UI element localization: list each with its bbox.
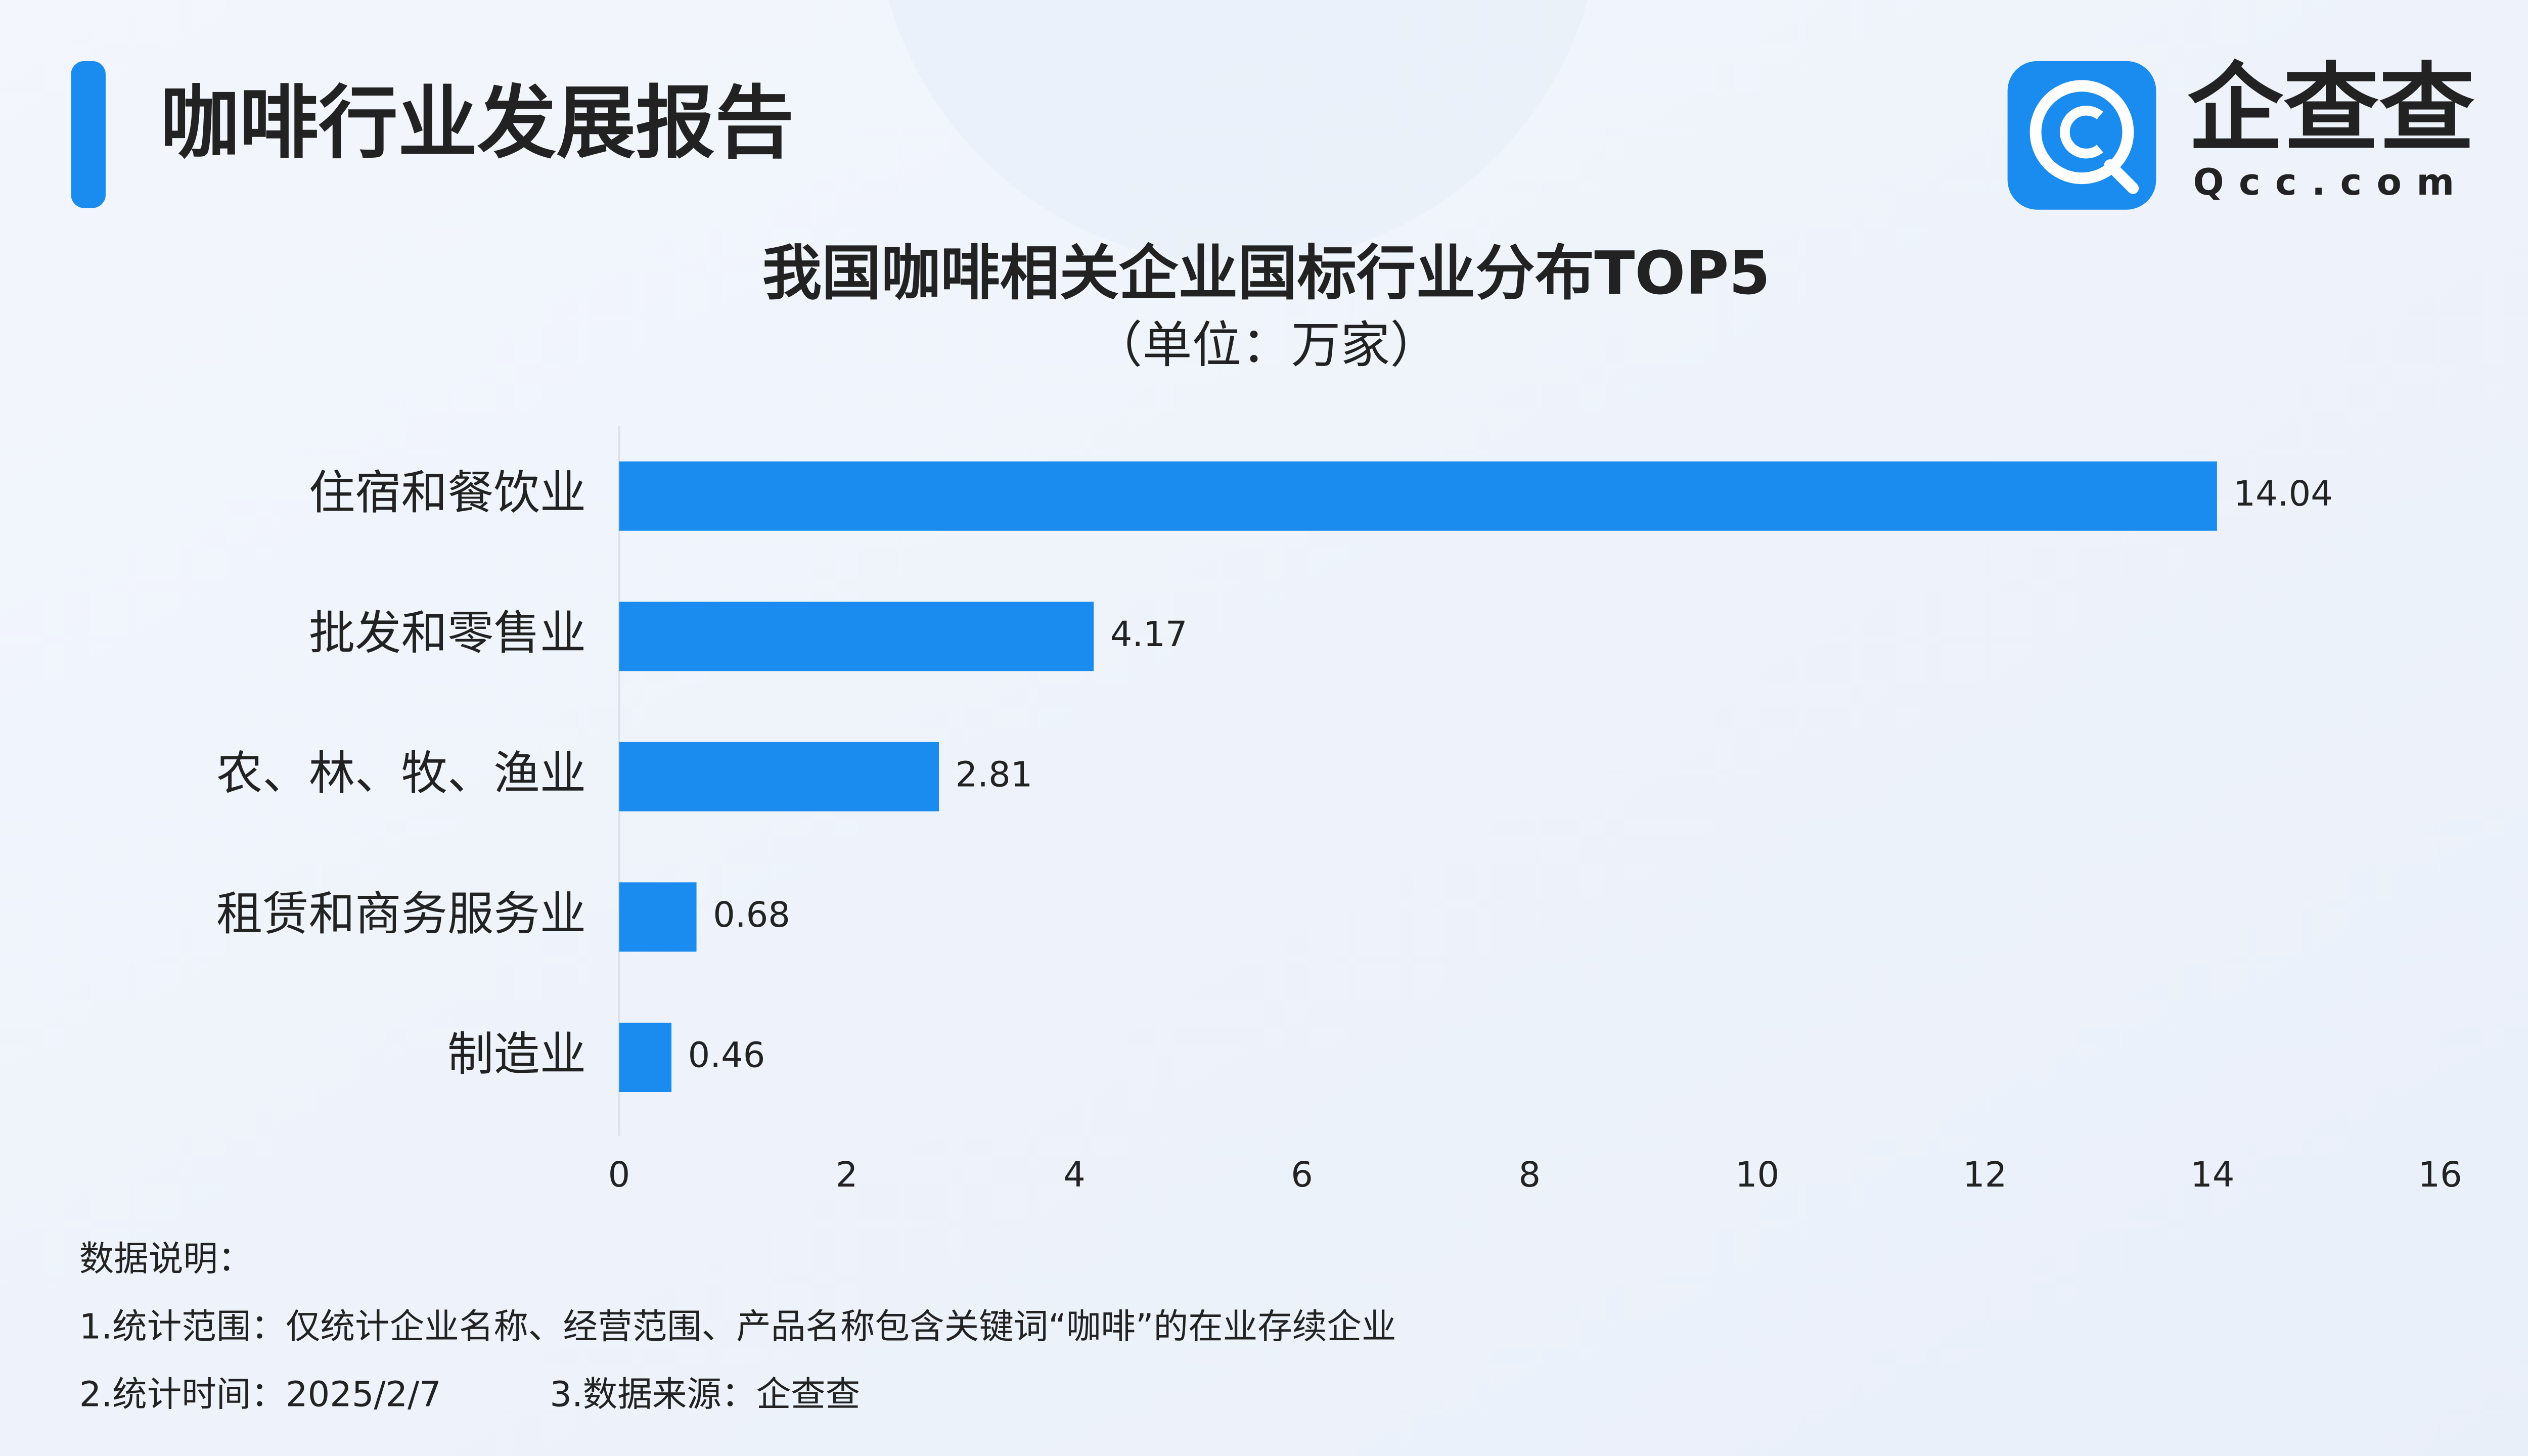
bar (619, 882, 697, 952)
bar (619, 602, 1094, 671)
title-accent (71, 61, 106, 208)
value-label: 0.68 (713, 895, 790, 935)
x-tick-label: 2 (836, 1155, 858, 1195)
chart-subtitle: （单位：万家） (1093, 316, 1440, 374)
bar (619, 461, 2217, 531)
value-label: 14.04 (2234, 474, 2333, 514)
y-tick-label: 租赁和商务服务业 (216, 887, 586, 941)
notes-time: 2.统计时间：2025/2/7 (79, 1374, 441, 1415)
x-tick-label: 0 (608, 1155, 630, 1195)
x-tick-label: 4 (1063, 1155, 1086, 1195)
y-tick-label: 农、林、牧、渔业 (216, 746, 586, 800)
x-tick-label: 14 (2190, 1155, 2234, 1195)
logo-c (2060, 106, 2103, 159)
value-label: 2.81 (956, 754, 1033, 795)
x-tick-label: 10 (1735, 1155, 1779, 1195)
y-tick-label: 住宿和餐饮业 (309, 466, 586, 520)
notes-source: 3.数据来源：企查查 (550, 1374, 860, 1415)
logo-domain: Qcc.com (2193, 161, 2469, 203)
x-tick-label: 6 (1291, 1155, 1313, 1195)
logo-name: 企查查 (2188, 53, 2475, 164)
logo-tail (2104, 159, 2139, 194)
logo-ring (2029, 80, 2134, 185)
decor-circle (888, 0, 1588, 264)
bar (619, 1022, 672, 1092)
page-title: 咖啡行业发展报告 (160, 77, 794, 169)
notes-scope: 1.统计范围：仅统计企业名称、经营范围、产品名称包含关键词“咖啡”的在业存续企业 (79, 1307, 1396, 1347)
logo: 企查查 Qcc.com (2007, 53, 2475, 210)
value-label: 4.17 (1110, 614, 1188, 655)
x-tick-label: 16 (2418, 1155, 2462, 1195)
y-tick-label: 批发和零售业 (309, 606, 586, 660)
x-tick-label: 8 (1518, 1155, 1541, 1195)
notes-heading: 数据说明： (79, 1239, 253, 1280)
chart-title: 我国咖啡相关企业国标行业分布TOP5 (762, 239, 1771, 308)
y-tick-label: 制造业 (447, 1027, 586, 1081)
bar (619, 742, 939, 811)
value-label: 0.46 (688, 1035, 765, 1075)
x-tick-label: 12 (1963, 1155, 2007, 1195)
